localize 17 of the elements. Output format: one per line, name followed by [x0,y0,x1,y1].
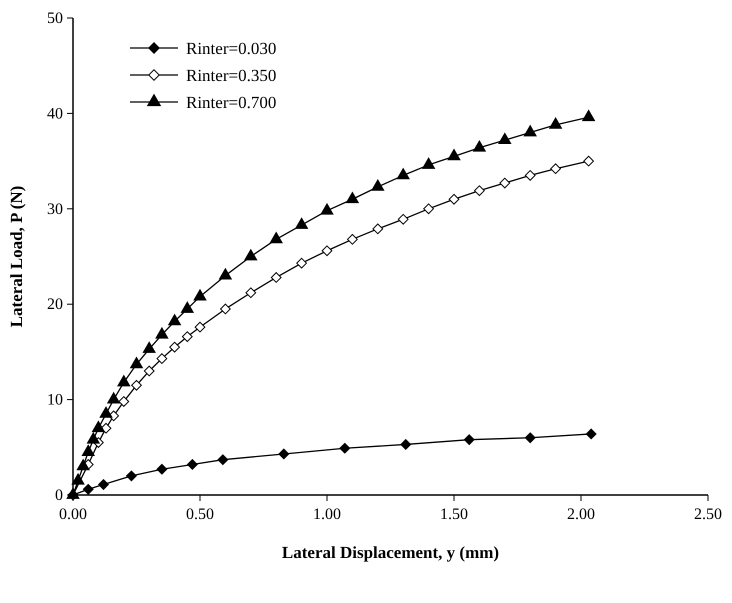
x-tick-label: 2.00 [567,506,595,523]
x-tick-label: 1.00 [313,506,341,523]
x-tick-label: 0.00 [59,506,87,523]
legend-label: Rinter=0.030 [186,39,276,58]
x-tick-label: 0.50 [186,506,214,523]
y-axis-title: Lateral Load, P (N) [7,186,26,328]
y-tick-label: 20 [47,296,63,314]
x-axis-title: Lateral Displacement, y (mm) [282,543,500,562]
y-tick-label: 40 [47,105,63,122]
y-tick-label: 30 [47,200,63,218]
legend-label: Rinter=0.700 [186,93,276,112]
x-tick-label: 2.50 [694,506,722,523]
y-tick-label: 10 [47,392,63,409]
y-tick-label: 50 [47,10,63,27]
legend-label: Rinter=0.350 [186,66,276,85]
x-tick-label: 1.50 [440,506,468,523]
y-tick-label: 0 [55,487,63,504]
